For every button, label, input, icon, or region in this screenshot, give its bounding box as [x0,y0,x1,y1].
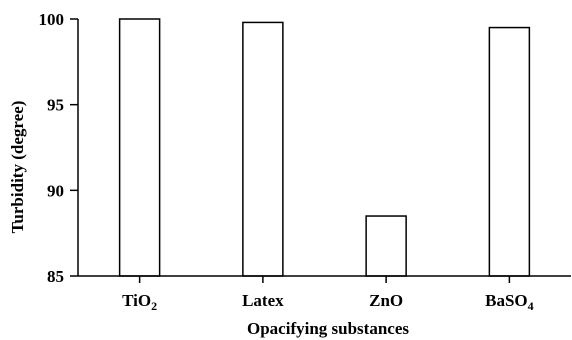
bars-group [118,18,531,277]
bar [118,18,161,277]
x-tick-label-base: ZnO [369,291,403,310]
x-tick-label-base: BaSO [485,291,528,310]
x-tick-label: ZnO [369,291,403,310]
x-tick-label-base: Latex [242,291,284,310]
y-tick-label: 90 [47,181,64,200]
x-labels-group: TiO2 Latex ZnO BaSO4 [122,276,534,313]
y-tick-label: 100 [39,10,65,29]
x-tick-label-subscript: 4 [528,299,534,313]
x-tick-label: Latex [242,291,284,310]
y-axis-title: Turbidity (degree) [8,101,27,234]
x-tick-label: TiO2 [122,291,157,313]
bar [365,215,407,277]
x-axis-title: Opacifying substances [247,319,409,338]
y-ticks-group: 85 90 95 100 [39,10,78,286]
axes-group [77,19,571,277]
bar [488,26,531,277]
x-tick-label: BaSO4 [485,291,534,313]
x-tick-label-base: TiO [122,291,151,310]
y-tick-label: 95 [47,96,64,115]
bar [242,21,284,277]
y-tick-label: 85 [47,267,64,286]
x-tick-label-subscript: 2 [151,299,157,313]
